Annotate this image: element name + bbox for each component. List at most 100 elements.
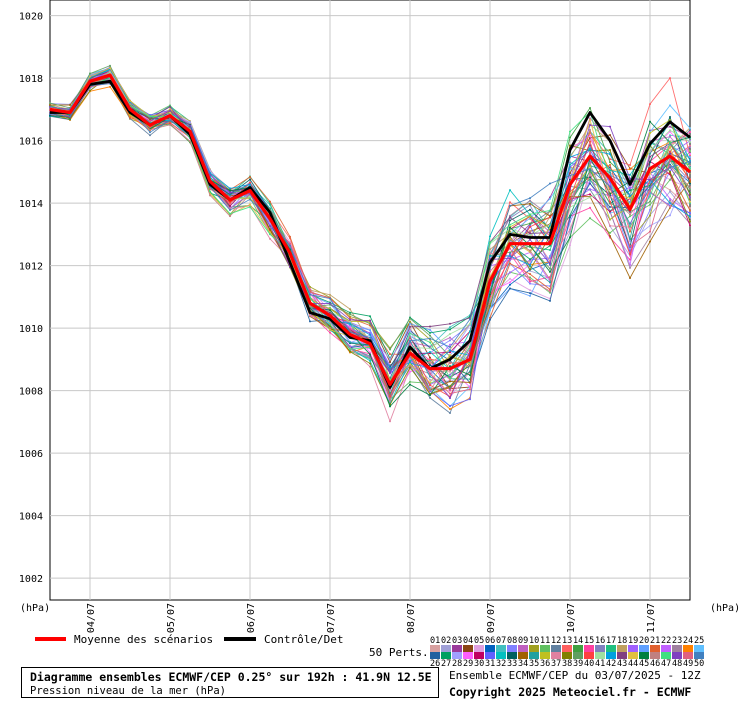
member-swatch [672,645,682,652]
member-point [569,198,571,201]
member-point [529,232,531,235]
member-swatch [507,652,517,659]
member-point [489,255,491,258]
member-point [689,144,691,147]
member-point [669,199,671,202]
member-point [449,339,451,342]
member-swatch [474,652,484,659]
member-point [389,348,391,351]
member-point [609,195,611,198]
member-point [409,329,411,332]
member-point [669,141,671,144]
member-point [669,201,671,204]
plot-area [49,0,691,601]
member-point [569,174,571,177]
member-point [529,258,531,261]
member-point [49,103,51,106]
x-tick-label: 08/07 [406,603,417,633]
member-point [529,292,531,295]
member-point [589,217,591,220]
member-point [549,270,551,273]
member-point [629,213,631,216]
member-point [349,313,351,316]
member-point [649,189,651,192]
member-point [229,194,231,197]
member-point [329,328,331,331]
member-point [549,290,551,293]
member-point [69,104,71,107]
member-point [449,333,451,336]
member-point [689,220,691,223]
member-swatch [441,645,451,652]
member-point [669,125,671,128]
member-point [629,237,631,240]
member-number: 27 [441,659,451,669]
member-point [689,191,691,194]
member-point [689,131,691,134]
member-point [649,224,651,227]
member-point [609,171,611,174]
member-point [349,348,351,351]
member-swatch [562,652,572,659]
member-point [689,178,691,181]
member-point [349,326,351,329]
member-point [169,111,171,114]
member-point [469,388,471,391]
member-point [369,351,371,354]
legend-perturbations-label: 50 Perts. [369,646,429,659]
member-number: 47 [661,659,671,669]
member-point [569,236,571,239]
member-point [449,343,451,346]
member-point [589,140,591,143]
member-swatch [584,645,594,652]
member-point [489,248,491,251]
member-swatch [441,652,451,659]
member-point [149,115,151,118]
member-number: 34 [518,659,528,669]
member-point [669,170,671,173]
member-point [649,200,651,203]
member-point [689,196,691,199]
member-number: 43 [617,659,627,669]
member-point [349,311,351,314]
member-point [609,125,611,128]
member-point [649,203,651,206]
member-point [529,208,531,211]
member-point [689,186,691,189]
member-point [229,201,231,204]
member-point [589,162,591,165]
member-point [529,234,531,237]
member-point [189,140,191,143]
member-number: 14 [573,636,583,646]
member-point [509,271,511,274]
member-point [109,71,111,74]
member-point [689,128,691,131]
member-point [489,309,491,312]
member-point [629,225,631,228]
member-point [609,210,611,213]
member-number: 25 [694,636,704,646]
member-point [229,189,231,192]
member-swatch [430,645,440,652]
member-point [689,212,691,215]
member-swatch [540,652,550,659]
member-point [529,276,531,279]
member-point [669,150,671,153]
member-point [449,336,451,339]
member-point [629,189,631,192]
member-point [109,64,111,67]
member-point [529,294,531,297]
member-point [509,281,511,284]
member-number: 40 [584,659,594,669]
member-point [629,245,631,248]
member-point [429,337,431,340]
member-point [329,331,331,334]
member-point [669,197,671,200]
member-point [429,356,431,359]
member-point [509,204,511,207]
member-point [89,72,91,75]
member-point [509,238,511,241]
member-point [429,372,431,375]
member-point [589,182,591,185]
member-point [689,155,691,158]
